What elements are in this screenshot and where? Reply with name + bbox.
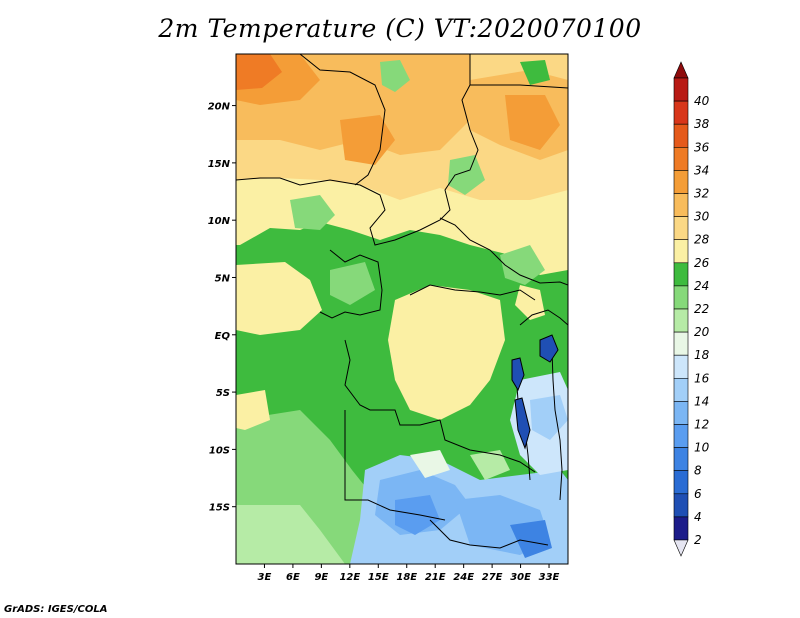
- colorbar-swatch: [673, 147, 689, 171]
- colorbar-label: 24: [694, 279, 709, 293]
- lon-tick-label: 12E: [339, 572, 360, 583]
- lon-tick-label: 15E: [368, 572, 389, 583]
- colorbar-label: 4: [694, 510, 702, 524]
- colorbar-swatch: [673, 401, 689, 425]
- colorbar-label: 14: [694, 394, 709, 408]
- temperature-field: [236, 54, 568, 564]
- colorbar-swatch: [673, 447, 689, 472]
- longitude-axis: 3E 6E 9E 12E 15E 18E 21E 24E 27E 30E 33E: [258, 564, 560, 583]
- colorbar-swatch: [673, 331, 689, 356]
- lat-tick-label: EQ: [215, 331, 231, 342]
- latitude-axis: 20N 15N 10N 5N EQ 5S 10S 15S: [208, 102, 236, 514]
- colorbar-under-triangle: [673, 539, 689, 557]
- colorbar-label: 40: [694, 94, 710, 108]
- colorbar-label: 16: [694, 371, 710, 385]
- colorbar-label: 30: [694, 210, 710, 224]
- colorbar-swatch: [673, 239, 689, 264]
- colorbar-label: 28: [694, 233, 710, 247]
- colorbar-swatch: [673, 470, 689, 495]
- colorbar-swatch: [673, 285, 689, 310]
- colorbar-label: 12: [694, 418, 709, 432]
- colorbar-swatch: [673, 424, 689, 448]
- grads-credit: GrADS: IGES/COLA: [4, 604, 108, 615]
- map-title: 2m Temperature (C) VT:2020070100: [158, 14, 642, 43]
- colorbar-label: 8: [694, 464, 702, 478]
- colorbar-label: 2: [694, 533, 702, 547]
- colorbar-swatch: [673, 308, 689, 333]
- colorbar-swatch: [673, 216, 689, 241]
- lat-tick-label: 10S: [209, 445, 230, 456]
- lon-tick-label: 9E: [314, 572, 328, 583]
- lon-tick-label: 33E: [539, 572, 560, 583]
- colorbar-swatch: [673, 100, 689, 125]
- colorbar-swatch: [673, 354, 689, 379]
- colorbar-swatch: [673, 377, 689, 402]
- lon-tick-label: 3E: [258, 572, 272, 583]
- colorbar-swatch: [673, 170, 689, 194]
- colorbar-label: 26: [694, 256, 710, 270]
- lon-tick-label: 21E: [425, 572, 446, 583]
- lat-tick-label: 10N: [208, 216, 231, 227]
- lon-tick-label: 6E: [286, 572, 300, 583]
- colorbar-label: 34: [694, 163, 709, 177]
- colorbar-label: 6: [694, 487, 702, 501]
- colorbar-label: 38: [694, 117, 710, 131]
- lat-tick-label: 15N: [208, 159, 231, 170]
- colorbar-label: 22: [694, 302, 709, 316]
- colorbar-label: 18: [694, 348, 710, 362]
- colorbar-swatch: [673, 123, 689, 148]
- lon-tick-label: 27E: [482, 572, 503, 583]
- colorbar-swatch: [673, 493, 689, 518]
- lat-tick-label: 15S: [209, 503, 230, 514]
- colorbar-over-triangle: [673, 61, 689, 79]
- colorbar-label: 32: [694, 187, 709, 201]
- lat-tick-label: 5S: [216, 388, 230, 399]
- map-frame: [235, 53, 569, 565]
- lat-tick-label: 5N: [215, 273, 231, 284]
- colorbar-label: 20: [694, 325, 710, 339]
- colorbar-label: 10: [694, 441, 710, 455]
- colorbar-swatch: [673, 193, 689, 217]
- lon-tick-label: 24E: [453, 572, 474, 583]
- colorbar-swatch: [673, 77, 689, 102]
- colorbar-swatch: [673, 262, 689, 287]
- lat-tick-label: 20N: [208, 102, 231, 113]
- lakes: [511, 334, 559, 450]
- lon-tick-label: 18E: [396, 572, 417, 583]
- lon-tick-label: 30E: [510, 572, 531, 583]
- colorbar-label: 36: [694, 140, 710, 154]
- colorbar-swatch: [673, 516, 689, 541]
